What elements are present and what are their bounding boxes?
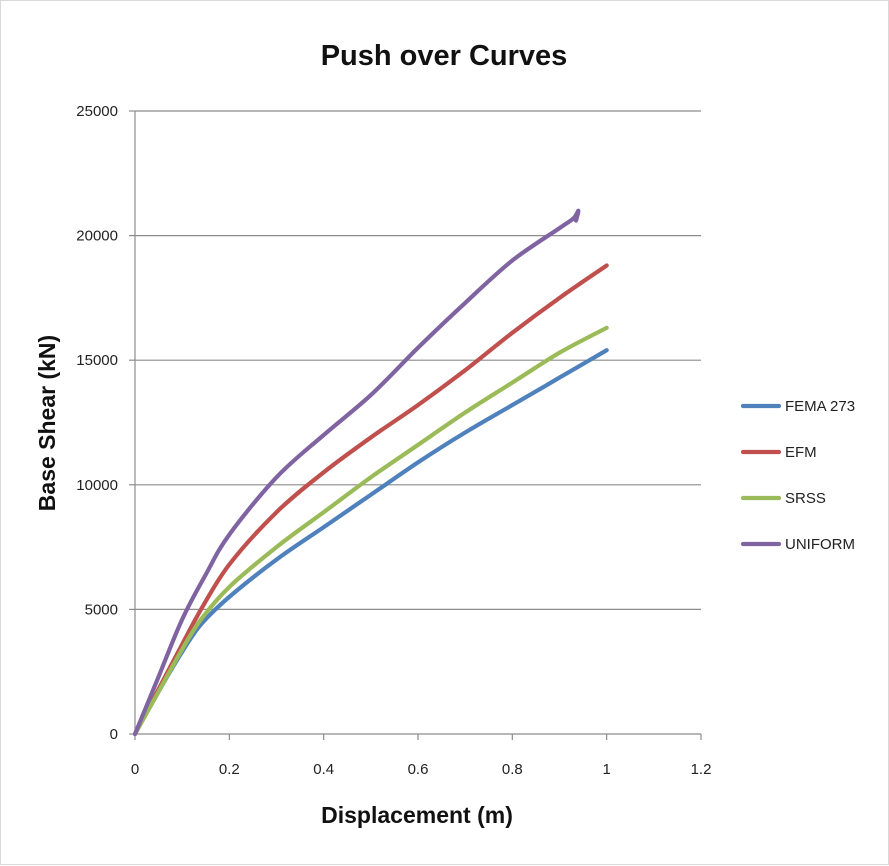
series-line-1 — [132, 263, 609, 737]
x-tick-label: 1.2 — [691, 761, 712, 778]
series-line-3 — [132, 208, 581, 737]
legend: FEMA 273 EFM SRSS UNIFORM — [740, 398, 855, 553]
x-tick-label: 1 — [602, 761, 610, 778]
legend-label: UNIFORM — [785, 536, 855, 553]
x-tick-label: 0 — [131, 761, 139, 778]
y-tick-label: 15000 — [76, 352, 118, 369]
gridlines — [135, 110, 701, 611]
y-axis-title: Base Shear (kN) — [34, 335, 60, 511]
y-tick-label: 0 — [110, 726, 118, 743]
x-tick-labels: 0 0.2 0.4 0.6 0.8 1 1.2 — [131, 761, 712, 778]
legend-label: SRSS — [785, 490, 826, 507]
y-tick-labels: 0 5000 10000 15000 20000 25000 — [76, 103, 118, 743]
y-tick-label: 25000 — [76, 103, 118, 120]
x-axis-title: Displacement (m) — [321, 802, 513, 828]
axes — [129, 110, 702, 740]
series-lines — [132, 208, 609, 737]
series-line-0 — [132, 348, 609, 737]
y-tick-label: 5000 — [85, 601, 118, 618]
chart-title: Push over Curves — [321, 40, 568, 72]
x-tick-label: 0.2 — [219, 761, 240, 778]
legend-label: FEMA 273 — [785, 398, 855, 415]
y-tick-label: 10000 — [76, 477, 118, 494]
x-tick-label: 0.8 — [502, 761, 523, 778]
x-tick-label: 0.4 — [313, 761, 334, 778]
series-line-2 — [132, 325, 609, 737]
x-tick-label: 0.6 — [408, 761, 429, 778]
legend-label: EFM — [785, 444, 817, 461]
y-tick-label: 20000 — [76, 228, 118, 245]
